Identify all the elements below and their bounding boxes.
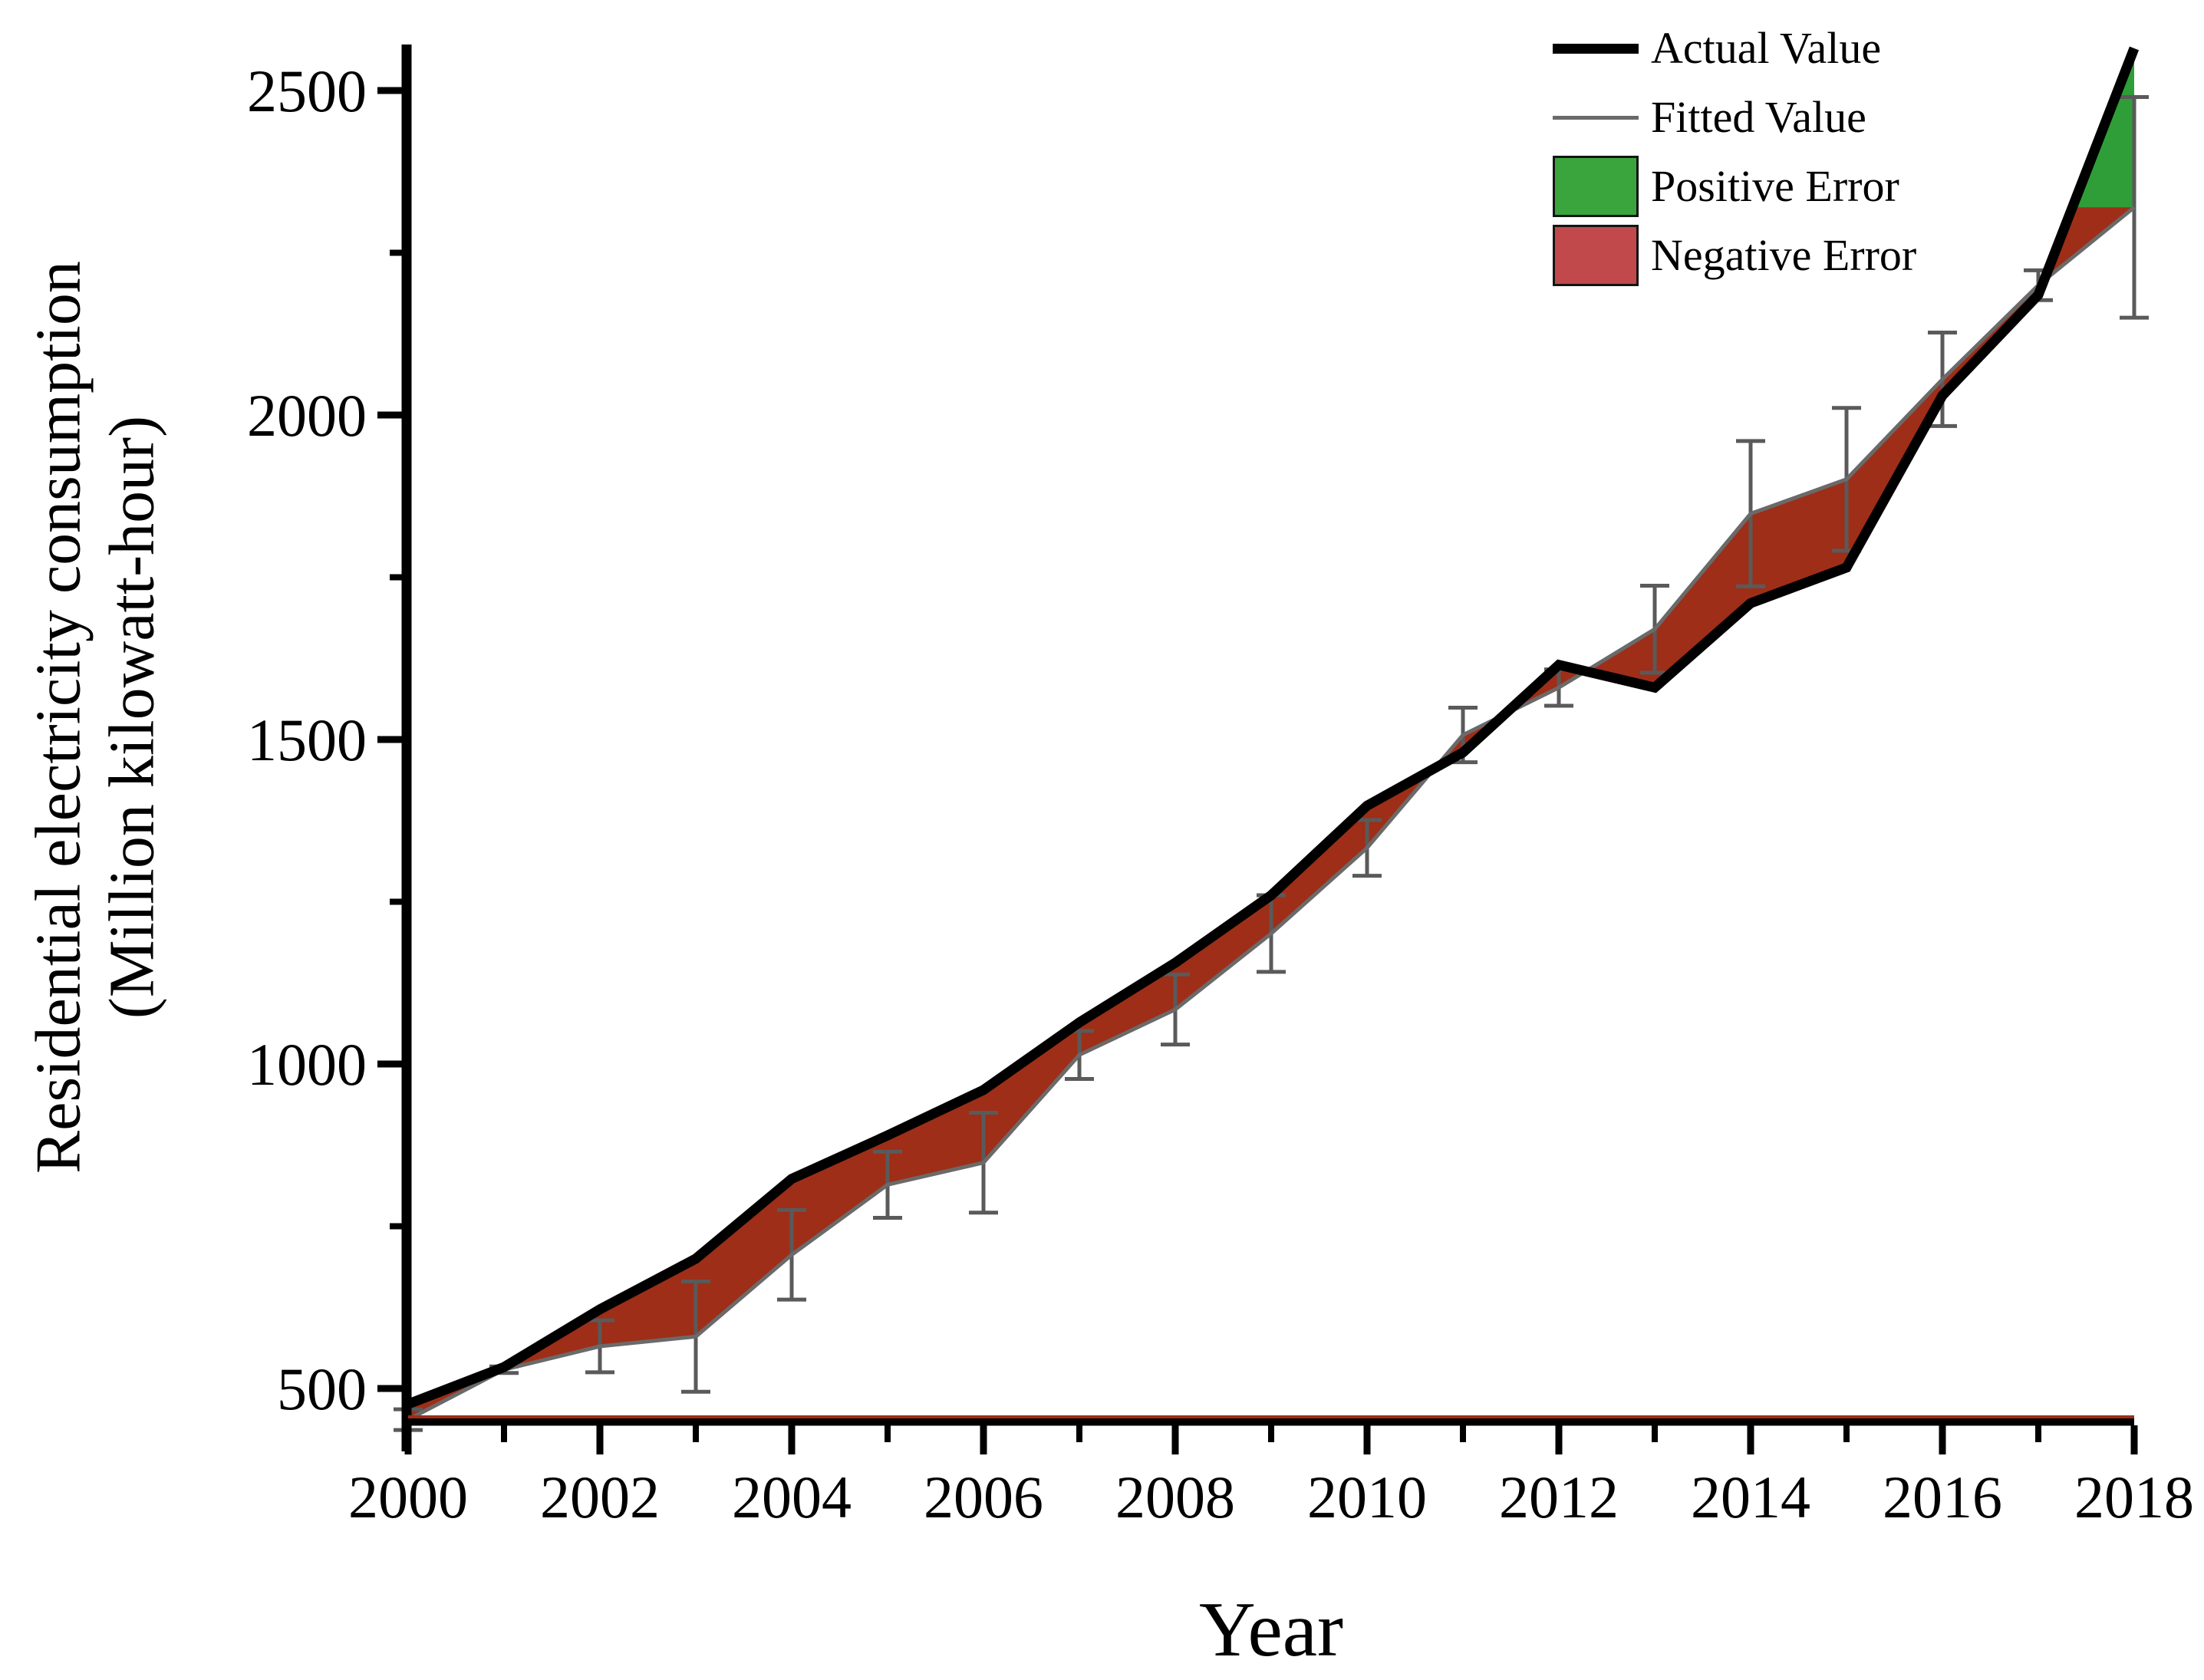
x-tick-label: 2016: [1883, 1464, 2002, 1530]
x-tick-label: 2008: [1115, 1464, 1235, 1530]
x-tick-label: 2004: [732, 1464, 852, 1530]
actual-line-swatch-icon: [1553, 43, 1639, 54]
legend-row-positive-error: Positive Error: [1553, 152, 1916, 221]
x-tick-label: 2012: [1499, 1464, 1619, 1530]
legend-label: Actual Value: [1651, 23, 1882, 73]
x-tick-label: 2018: [2074, 1464, 2194, 1530]
x-axis-title: Year: [1199, 1586, 1343, 1673]
y-tick-label: 1500: [247, 707, 367, 773]
actual-line: [406, 46, 2140, 1409]
x-tick-label: 2014: [1691, 1464, 1810, 1530]
legend-label: Fitted Value: [1651, 92, 1866, 142]
x-tick-label: 2002: [540, 1464, 660, 1530]
legend-row-fitted: Fitted Value: [1553, 83, 1916, 152]
x-tick-label: 2010: [1307, 1464, 1427, 1530]
legend-row-actual: Actual Value: [1553, 14, 1916, 83]
positive-error-swatch-icon: [1553, 156, 1639, 217]
y-tick-label: 500: [277, 1356, 367, 1422]
negative-error-swatch-icon: [1553, 225, 1639, 286]
legend-label: Negative Error: [1651, 230, 1917, 280]
legend-row-negative-error: Negative Error: [1553, 221, 1916, 290]
y-tick-label: 2000: [247, 382, 367, 449]
y-axis-title-line1: Residential electricity consumption: [22, 261, 94, 1174]
y-tick-label: 2500: [247, 58, 367, 124]
fitted-line: [407, 206, 2136, 1421]
x-tick-label: 2006: [924, 1464, 1043, 1530]
x-tick-label: 2000: [348, 1464, 468, 1530]
y-tick-label: 1000: [247, 1031, 367, 1098]
y-axis-title-line2: (Million kilowatt-hour): [96, 415, 168, 1020]
fitted-line-swatch-icon: [1553, 115, 1639, 120]
legend-label: Positive Error: [1651, 161, 1899, 211]
legend: Actual Value Fitted Value Positive Error…: [1553, 14, 1916, 290]
